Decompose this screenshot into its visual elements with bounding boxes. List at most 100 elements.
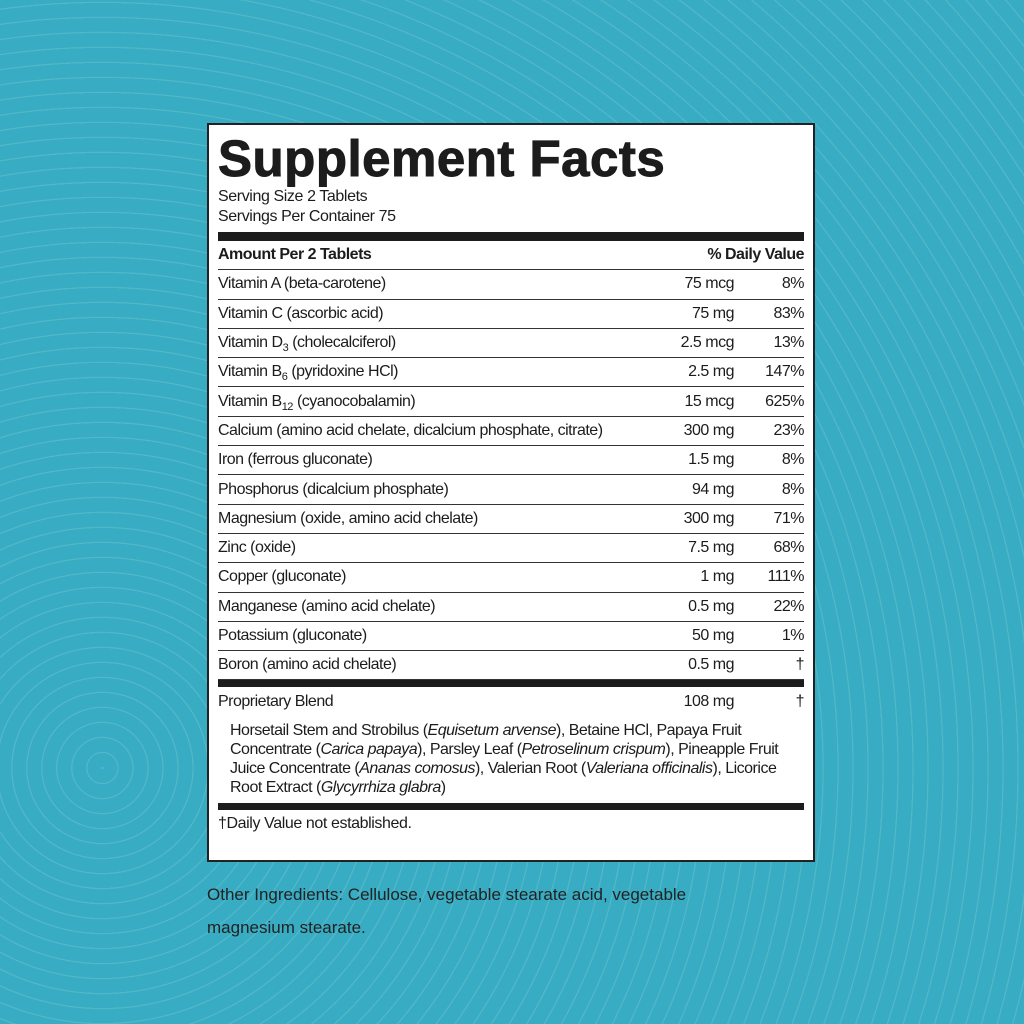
blend-row: Proprietary Blend 108 mg † — [218, 687, 805, 716]
daily-value: 8% — [781, 480, 805, 498]
thick-rule — [218, 680, 804, 688]
nutrient-row: Vitamin B12 (cyanocobalamin) 15 mcg 625% — [218, 387, 805, 417]
nutrient-name-cell: Zinc (oxide) — [218, 539, 614, 557]
amount: 0.5 mg — [688, 656, 734, 674]
daily-value: 13% — [773, 334, 804, 352]
subscript: 3 — [282, 342, 289, 355]
blend-segment: Equisetum arvense — [427, 721, 557, 739]
nutrient-row: Boron (amino acid chelate) 0.5 mg † — [218, 651, 805, 681]
daily-value: † — [795, 656, 805, 674]
nutrient-row: Vitamin A (beta-carotene) 75 mcg 8% — [218, 270, 805, 300]
amount: 94 mg — [692, 480, 734, 498]
amount: 0.5 mg — [688, 597, 734, 615]
daily-value: 68% — [773, 539, 804, 557]
nutrient-name-cell: Iron (ferrous gluconate) — [218, 451, 614, 469]
nutrient-detail: (pyridoxine HCl) — [291, 363, 399, 381]
amount: 15 mcg — [684, 392, 735, 410]
blend-segment: Petroselinum crispum — [521, 740, 666, 758]
header-amount: Amount Per 2 Tablets — [218, 246, 372, 264]
nutrient-name: Boron (amino acid chelate) — [218, 656, 397, 674]
nutrient-row: Potassium (gluconate) 50 mg 1% — [218, 622, 805, 652]
nutrient-row: Manganese (amino acid chelate) 0.5 mg 22% — [218, 593, 805, 622]
other-ingredients: Other Ingredients: Cellulose, vegetable … — [207, 885, 687, 937]
blend-segment: Valeriana officinalis — [585, 759, 713, 777]
nutrient-name: Vitamin C (ascorbic acid) — [218, 304, 384, 322]
daily-value: 83% — [773, 304, 804, 322]
nutrient-detail: (cholecalciferol) — [292, 334, 396, 352]
nutrient-name: Copper (gluconate) — [218, 568, 346, 586]
amount: 75 mcg — [684, 275, 735, 293]
nutrient-row: Copper (gluconate) 1 mg 111% — [218, 563, 805, 593]
servings-per-container: Servings Per Container 75 — [218, 208, 396, 225]
header-row: Amount Per 2 Tablets % Daily Value — [218, 241, 804, 271]
nutrient-row: Vitamin C (ascorbic acid) 75 mg 83% — [218, 300, 805, 329]
amount: 1 mg — [700, 568, 734, 586]
daily-value: 625% — [765, 392, 804, 410]
daily-value: 8% — [781, 451, 805, 469]
subscript: 6 — [281, 371, 288, 384]
nutrient-name: Potassium (gluconate) — [218, 627, 367, 644]
nutrient-name-cell: Magnesium (oxide, amino acid chelate) — [218, 510, 614, 528]
nutrient-row: Zinc (oxide) 7.5 mg 68% — [218, 534, 805, 564]
daily-value: 22% — [773, 597, 804, 615]
daily-value: 1% — [781, 627, 805, 644]
nutrient-row: Vitamin D3 (cholecalciferol) 2.5 mcg 13% — [218, 329, 805, 359]
blend-amount: 108 mg — [683, 693, 735, 711]
daily-value: 147% — [765, 363, 804, 381]
blend-segment: ), Licorice Root Extract ( — [230, 759, 777, 796]
daily-value: 111% — [767, 568, 804, 586]
blend-segment: ), Parsley Leaf ( — [417, 740, 522, 758]
nutrient-name: Vitamin D — [218, 334, 283, 352]
blend-segment: Ananas comosus — [359, 759, 475, 777]
nutrient-name-cell: Vitamin B12 (cyanocobalamin) — [218, 392, 614, 413]
amount: 300 mg — [683, 421, 735, 439]
nutrient-name-cell: Copper (gluconate) — [218, 568, 614, 586]
blend-dv: † — [795, 693, 805, 711]
amount: 1.5 mg — [688, 451, 734, 469]
blend-segment: Carica papaya — [320, 740, 418, 758]
nutrient-row: Calcium (amino acid chelate, dicalcium p… — [218, 417, 805, 447]
serving-size: Serving Size 2 Tablets — [218, 188, 368, 205]
nutrient-name-cell: Potassium (gluconate) — [218, 627, 614, 645]
nutrient-row: Phosphorus (dicalcium phosphate) 94 mg 8% — [218, 475, 805, 505]
nutrient-name-cell: Vitamin C (ascorbic acid) — [218, 305, 614, 323]
nutrient-name: Calcium (amino acid chelate, dicalcium p… — [218, 421, 603, 439]
blend-segment: ) — [440, 778, 446, 796]
daily-value: 23% — [773, 421, 804, 439]
label-inner: Supplement Facts Serving Size 2 Tablets … — [218, 130, 805, 833]
nutrient-name-cell: Boron (amino acid chelate) — [218, 656, 614, 674]
supplement-facts-label: Supplement Facts Serving Size 2 Tablets … — [207, 123, 815, 862]
thick-rule — [218, 232, 804, 241]
blend-segment: Horsetail Stem and Strobilus ( — [230, 721, 428, 739]
amount: 50 mg — [692, 627, 734, 644]
amount: 75 mg — [692, 304, 734, 322]
nutrient-name: Zinc (oxide) — [218, 539, 296, 557]
footnote: †Daily Value not established. — [218, 814, 412, 832]
amount: 2.5 mg — [688, 363, 734, 381]
amount: 300 mg — [683, 509, 735, 527]
amount: 7.5 mg — [688, 539, 734, 557]
nutrient-rows: Vitamin A (beta-carotene) 75 mcg 8% Vitamin… — [218, 270, 805, 681]
daily-value: 8% — [781, 275, 805, 293]
nutrient-name-cell: Manganese (amino acid chelate) — [218, 598, 614, 616]
nutrient-name: Phosphorus (dicalcium phosphate) — [218, 480, 449, 498]
amount: 2.5 mcg — [680, 334, 735, 352]
title: Supplement Facts — [218, 130, 666, 187]
blend-ingredients: Horsetail Stem and Strobilus (Equisetum … — [218, 717, 804, 803]
nutrient-detail: (cyanocobalamin) — [296, 392, 416, 410]
subscript: 12 — [281, 400, 294, 413]
nutrient-name: Vitamin B — [218, 392, 282, 410]
blend-name: Proprietary Blend — [218, 693, 334, 711]
nutrient-name: Manganese (amino acid chelate) — [218, 597, 436, 615]
nutrient-name-cell: Vitamin A (beta-carotene) — [218, 275, 614, 293]
nutrient-name: Iron (ferrous gluconate) — [218, 451, 373, 469]
blend-segment: ), Valerian Root ( — [474, 759, 586, 777]
daily-value: 71% — [773, 509, 804, 527]
nutrient-name-cell: Vitamin B6 (pyridoxine HCl) — [218, 363, 614, 384]
nutrient-row: Iron (ferrous gluconate) 1.5 mg 8% — [218, 446, 805, 476]
nutrient-name-cell: Vitamin D3 (cholecalciferol) — [218, 334, 614, 355]
nutrient-name-cell: Calcium (amino acid chelate, dicalcium p… — [218, 422, 614, 440]
blend-segment: ), Pineapple Fruit Juice Concentrate ( — [230, 740, 779, 777]
nutrient-name: Vitamin B — [218, 363, 282, 381]
nutrient-row: Magnesium (oxide, amino acid chelate) 300… — [218, 505, 805, 534]
